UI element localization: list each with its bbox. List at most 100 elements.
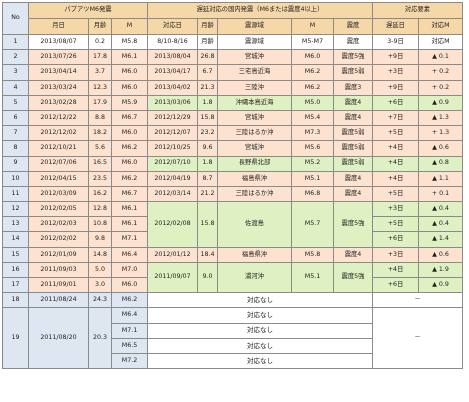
table-row: 10 2012/04/15 23.5 M6.2 2012/04/19 8.7 福…	[2, 170, 463, 187]
cell-m: M6.4	[111, 307, 148, 324]
cell-age: 3.7	[88, 64, 112, 81]
cell-date: 2011/08/24	[28, 292, 89, 309]
cell-epicenter: 宮城沖	[217, 140, 292, 157]
cell-resp-m: ▲ 0.8	[418, 155, 463, 172]
cell-resp-age: 1.8	[197, 94, 218, 111]
row-no: 4	[2, 79, 29, 96]
cell-age: 0.2	[88, 33, 112, 51]
header-response-group: 対応要素	[372, 2, 463, 19]
cell-epicenter: 三陸はるか沖	[217, 185, 292, 203]
cell-delay: +3日	[372, 201, 419, 218]
cell-m: M6.1	[111, 49, 148, 66]
cell-date: 2013/08/07	[28, 33, 89, 51]
row-no: 2	[2, 49, 29, 66]
cell-m: M6.4	[111, 246, 148, 263]
cell-resp-m: ▲ 0.1	[418, 49, 463, 66]
cell-dm: M5.0	[291, 94, 334, 111]
cell-intensity: 震度4	[333, 94, 373, 111]
cell-dm: M6.8	[291, 185, 334, 203]
cell-age: 17.8	[88, 49, 112, 66]
cell-date: 2013/03/24	[28, 79, 89, 96]
cell-m: M7.2	[111, 352, 148, 370]
cell-resp-age: 9.0	[197, 261, 218, 294]
cell-m: M5.9	[111, 94, 148, 111]
cell-m: M6.7	[111, 109, 148, 127]
cell-date: 2012/03/09	[28, 185, 89, 203]
cell-m: M6.0	[111, 276, 148, 294]
cell-m: M6.2	[111, 170, 148, 187]
header-epicenter: 震源域	[217, 18, 292, 35]
cell-resp-age: 9.6	[197, 140, 218, 157]
cell-dash: －	[372, 307, 463, 370]
cell-intensity: 震度5弱	[333, 155, 373, 172]
table-row: 5 2013/02/28 17.9 M5.9 2013/03/06 1.8 沖縄…	[2, 94, 463, 111]
cell-resp-age: 21.2	[197, 185, 218, 203]
table-row: 9 2012/07/06 16.5 M6.0 2012/07/10 1.8 長野…	[2, 155, 463, 172]
cell-resp-age: 8.7	[197, 170, 218, 187]
cell-delay: +6日	[372, 231, 419, 248]
quake-table-container: No パプアツM6発震 遅延対応の国内発震（M6または震度4以上） 対応要素 月…	[2, 2, 463, 370]
cell-intensity: 震度5強	[333, 49, 373, 66]
cell-resp-age: 6.7	[197, 64, 218, 81]
cell-age: 5.0	[88, 261, 112, 279]
cell-dm: M6.2	[291, 79, 334, 96]
cell-delay: +5日	[372, 125, 419, 142]
cell-no-response: 対応なし	[147, 307, 373, 324]
cell-age: 5.6	[88, 140, 112, 157]
cell-age: 10.8	[88, 216, 112, 233]
cell-age: 18.2	[88, 125, 112, 142]
cell-epicenter: 沖縄本島近海	[217, 94, 292, 111]
cell-dm: M5.1	[291, 170, 334, 187]
cell-epicenter: 三陸はるか沖	[217, 125, 292, 142]
cell-m: M7.1	[111, 231, 148, 248]
cell-epicenter: 福島県沖	[217, 246, 292, 263]
header-date: 月日	[28, 18, 89, 35]
row-no: 18	[2, 292, 29, 309]
cell-resp-age: 23.2	[197, 125, 218, 142]
cell-m: M7.1	[111, 322, 148, 339]
cell-dm: M5-M7	[291, 33, 334, 51]
cell-resp-m: ▲ 0.4	[418, 216, 463, 233]
cell-dm: M7.3	[291, 125, 334, 142]
header-row-groups: No パプアツM6発震 遅延対応の国内発震（M6または震度4以上） 対応要素	[2, 2, 463, 35]
cell-delay: +3日	[372, 64, 419, 81]
row-no: 5	[2, 94, 29, 111]
cell-epicenter: 三宅島近海	[217, 64, 292, 81]
table-row: 7 2012/12/02 18.2 M6.0 2012/12/07 23.2 三…	[2, 125, 463, 142]
cell-resp-m: + 1.3	[418, 125, 463, 142]
cell-no-response: 対応なし	[147, 322, 373, 339]
cell-age: 8.8	[88, 109, 112, 127]
cell-date: 2012/12/02	[28, 125, 89, 142]
header-intensity: 震度	[333, 18, 373, 35]
cell-epicenter: 佐渡島	[217, 201, 292, 248]
cell-resp-m: ▲ 0.6	[418, 246, 463, 263]
cell-resp-age: 21.3	[197, 79, 218, 96]
header-papua-group: パプアツM6発震	[28, 2, 148, 19]
cell-date: 2013/07/26	[28, 49, 89, 66]
row-no: 6	[2, 109, 29, 127]
cell-no-response: 対応なし	[147, 337, 373, 354]
cell-no-response: 対応なし	[147, 352, 373, 370]
table-row: 19 2011/08/20 20.3 M6.4 対応なし －	[2, 307, 463, 370]
cell-resp-m: ▲ 0.4	[418, 201, 463, 218]
row-no: 19	[2, 307, 29, 370]
row-no: 11	[2, 185, 29, 203]
cell-date: 2012/10/21	[28, 140, 89, 157]
header-resp-m: 対応M	[418, 18, 463, 35]
cell-resp-date: 2012/07/10	[147, 155, 198, 172]
cell-dm: M5.6	[291, 140, 334, 157]
cell-delay: +5日	[372, 185, 419, 203]
cell-intensity: 震度5強	[333, 201, 373, 248]
cell-date: 2012/04/15	[28, 170, 89, 187]
table-row: 18 2011/08/24 24.3 M6.2 対応なし －	[2, 292, 463, 309]
cell-resp-age: 1.8	[197, 155, 218, 172]
cell-m: M6.1	[111, 201, 148, 218]
cell-date: 2012/02/02	[28, 231, 89, 248]
cell-resp-m: ▲ 0.9	[418, 94, 463, 111]
cell-date: 2012/01/09	[28, 246, 89, 263]
cell-date: 2011/09/01	[28, 276, 89, 294]
cell-resp-date: 2012/04/19	[147, 170, 198, 187]
cell-epicenter: 震源域	[217, 33, 292, 51]
cell-m: M6.1	[111, 216, 148, 233]
table-row: 11 2012/03/09 16.2 M6.7 2012/03/14 21.2 …	[2, 185, 463, 203]
